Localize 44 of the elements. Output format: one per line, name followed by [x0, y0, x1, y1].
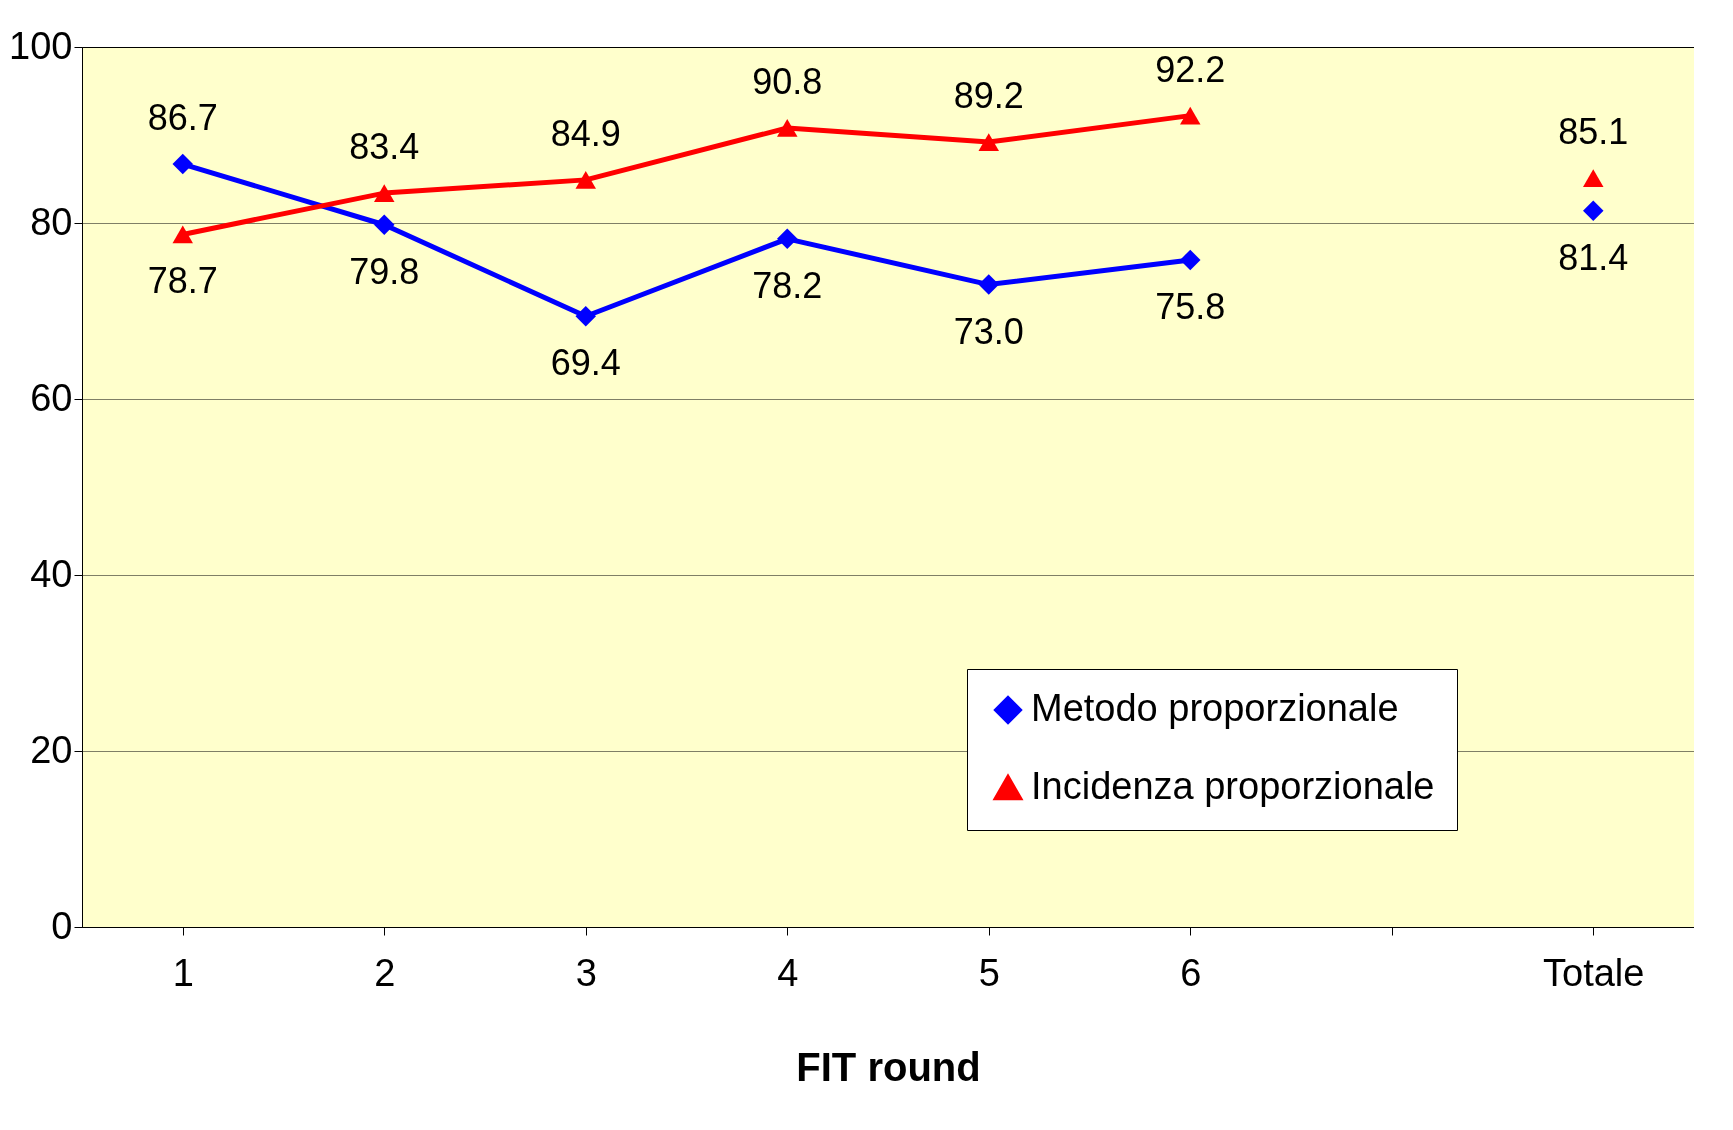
point	[374, 184, 395, 202]
y-tick-label: 40	[30, 552, 73, 595]
data-label: 78.7	[147, 260, 218, 302]
y-tick-label: 20	[30, 728, 73, 771]
point	[575, 171, 596, 189]
legend-label: Incidenza proporzionale	[1031, 765, 1435, 807]
point	[172, 225, 193, 244]
data-label: 90.8	[752, 60, 823, 102]
legend-label: Metodo proporzionale	[1031, 687, 1399, 729]
y-tick-label: 60	[30, 376, 73, 419]
point	[978, 133, 999, 151]
point	[1583, 169, 1604, 187]
point	[172, 153, 193, 175]
data-label: 86.7	[147, 97, 218, 139]
data-label: 79.8	[349, 250, 420, 292]
data-label: 92.2	[1155, 48, 1226, 90]
point	[978, 274, 999, 295]
data-label: 83.4	[349, 126, 420, 168]
point	[575, 306, 596, 327]
x-tick-label: 4	[777, 951, 799, 994]
data-label: 89.2	[953, 75, 1024, 117]
data-label: 73.0	[953, 310, 1024, 352]
x-tick-label: 3	[575, 951, 597, 994]
x-tick-label: Totale	[1543, 951, 1645, 994]
data-label: 69.4	[550, 342, 621, 384]
point	[1180, 249, 1201, 271]
y-tick-label: 80	[30, 200, 73, 243]
point	[1583, 200, 1604, 221]
y-tick-label: 0	[51, 904, 73, 947]
data-label: 78.2	[752, 264, 823, 306]
data-label: 81.4	[1558, 236, 1629, 278]
data-label: 84.9	[550, 112, 621, 154]
data-label: 85.1	[1558, 111, 1629, 153]
point	[777, 119, 798, 137]
x-tick-label: 2	[374, 951, 396, 994]
point	[777, 228, 798, 250]
x-tick-label: 1	[172, 951, 194, 994]
x-tick-label: 6	[1180, 951, 1202, 994]
data-label: 75.8	[1155, 285, 1226, 327]
x-tick-label: 5	[978, 951, 1000, 994]
point	[1180, 106, 1201, 125]
x-axis-title: FIT round	[796, 1044, 981, 1089]
y-tick-label: 100	[9, 24, 73, 67]
point	[374, 214, 395, 236]
